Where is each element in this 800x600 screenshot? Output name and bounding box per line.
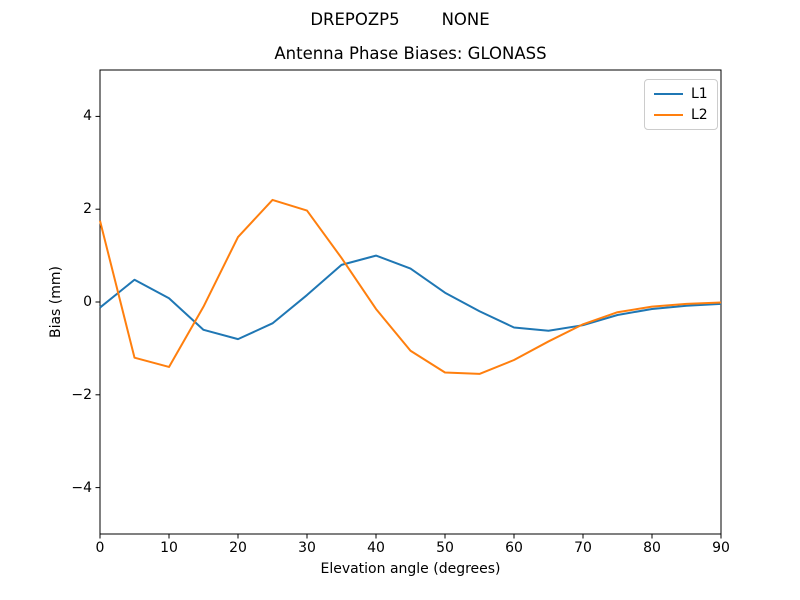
x-tick-label: 80 <box>643 540 661 556</box>
x-tick-label: 10 <box>160 540 178 556</box>
y-tick-label: −2 <box>71 386 92 403</box>
figure-suptitle: DREPOZP5 NONE <box>310 10 490 29</box>
series-line-l2 <box>99 198 722 375</box>
legend: L1 L2 <box>644 79 718 130</box>
series-line-l1 <box>99 254 722 341</box>
x-tick-label: 40 <box>367 540 385 556</box>
y-tick-label: 2 <box>83 201 92 218</box>
legend-label-l2: L2 <box>691 107 708 123</box>
l2-line-swatch <box>654 114 683 116</box>
legend-item-l1: L1 <box>654 87 708 101</box>
x-axis-label: Elevation angle (degrees) <box>320 561 501 577</box>
chart-title: Antenna Phase Biases: GLONASS <box>274 44 547 63</box>
x-tick-label: 90 <box>712 540 730 556</box>
axes-frame <box>99 69 722 535</box>
x-tick-label: 50 <box>436 540 454 556</box>
l1-line-swatch <box>654 93 683 95</box>
x-tick-label: 70 <box>574 540 592 556</box>
legend-item-l2: L2 <box>654 108 708 122</box>
y-tick-label: −4 <box>71 479 92 496</box>
x-tick-label: 20 <box>229 540 247 556</box>
y-tick-label: 4 <box>83 108 92 125</box>
x-tick-label: 60 <box>505 540 523 556</box>
y-tick-label: 0 <box>83 294 92 310</box>
legend-label-l1: L1 <box>691 86 708 102</box>
x-tick-label: 30 <box>298 540 316 556</box>
x-tick-label: 0 <box>95 540 105 556</box>
